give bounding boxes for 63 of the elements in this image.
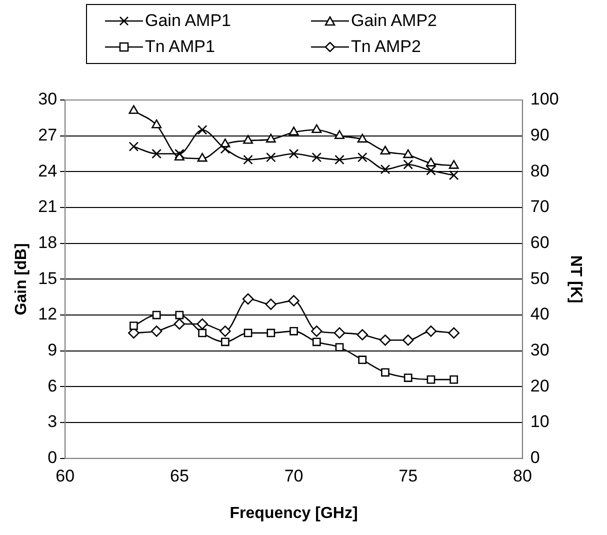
y2-tick-label: 10 — [530, 412, 550, 432]
point — [175, 310, 184, 320]
x-axis-title: Frequency [GHz] — [230, 504, 358, 522]
point — [448, 327, 460, 339]
point — [288, 295, 300, 306]
point — [402, 334, 414, 346]
point — [266, 328, 276, 338]
y-axis-title: Gain [dB] — [13, 243, 30, 316]
y-tick-label: 30 — [38, 90, 58, 109]
point — [356, 329, 368, 340]
point — [265, 298, 277, 310]
point — [426, 375, 436, 384]
point — [404, 374, 412, 382]
legend-label: Tn AMP1 — [145, 37, 215, 57]
point — [380, 334, 391, 346]
point — [312, 338, 321, 346]
y-tick-label: 0 — [48, 448, 58, 468]
point — [310, 326, 322, 337]
y2-tick-label: 40 — [530, 304, 550, 324]
legend-label: Tn AMP2 — [351, 37, 421, 57]
point — [290, 326, 298, 336]
y2-tick-label: 70 — [530, 197, 550, 216]
point — [220, 326, 231, 337]
point — [198, 328, 206, 338]
y2-tick-label: 100 — [530, 90, 559, 109]
point — [381, 368, 390, 377]
x-tick-label: 65 — [170, 466, 189, 486]
legend-label: Gain AMP1 — [145, 11, 231, 31]
point — [334, 327, 346, 339]
x-tick-label: 70 — [284, 466, 304, 486]
y2-tick-label: 80 — [530, 161, 550, 180]
y2-tick-label: 0 — [530, 448, 540, 468]
point — [425, 326, 437, 337]
y-tick-label: 27 — [38, 126, 58, 145]
point — [196, 318, 208, 330]
point — [450, 375, 458, 384]
y2-tick-label: 30 — [530, 340, 550, 360]
y-tick-label: 6 — [48, 376, 58, 396]
y-tick-label: 18 — [38, 233, 58, 252]
y-tick-label: 9 — [48, 340, 58, 360]
y2-tick-label: 20 — [530, 376, 550, 396]
point — [358, 356, 367, 364]
point — [152, 310, 161, 320]
y-tick-label: 12 — [38, 304, 58, 324]
x-tick-label: 80 — [512, 466, 532, 486]
point — [130, 322, 138, 330]
point — [220, 338, 230, 346]
point — [174, 318, 186, 330]
point — [150, 326, 162, 337]
y2-axis-title: NT [K] — [566, 255, 584, 304]
y-tick-label: 24 — [38, 161, 58, 180]
y2-tick-label: 50 — [530, 268, 550, 288]
point — [244, 328, 252, 338]
x-tick-label: 75 — [398, 466, 418, 486]
y-tick-label: 21 — [38, 197, 58, 216]
y-tick-label: 15 — [38, 268, 58, 288]
y-tick-label: 3 — [48, 412, 58, 432]
x-tick-label: 60 — [56, 466, 75, 486]
y2-tick-label: 60 — [530, 233, 550, 252]
point — [242, 293, 254, 305]
point — [335, 343, 344, 352]
y2-tick-label: 90 — [530, 126, 550, 145]
legend-label: Gain AMP2 — [351, 11, 437, 31]
